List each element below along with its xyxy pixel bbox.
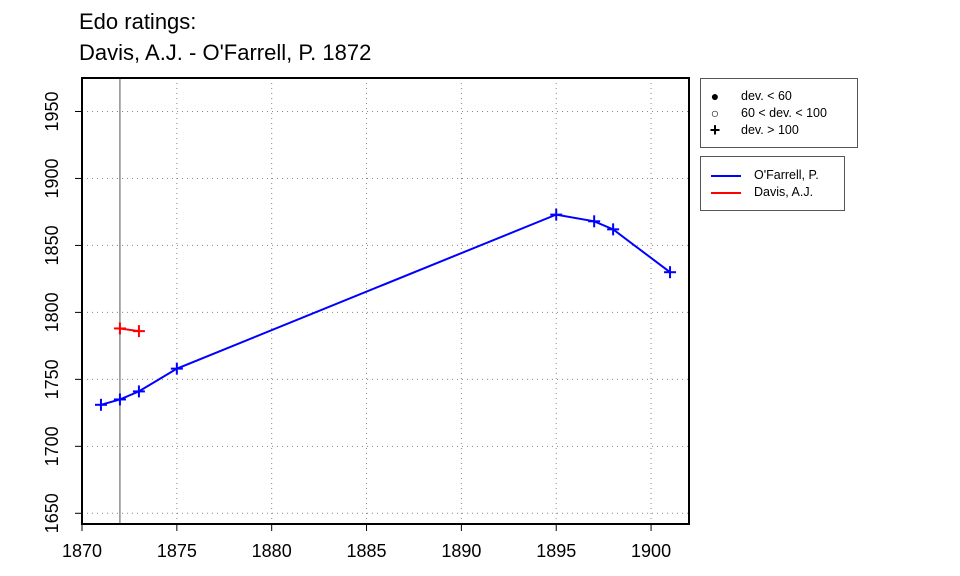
data-point-0-2	[132, 385, 145, 398]
y-tick-label-1700: 1700	[42, 426, 62, 466]
x-tick-label-1885: 1885	[347, 541, 387, 561]
x-tick-label-1890: 1890	[441, 541, 481, 561]
y-tick-label-1650: 1650	[42, 493, 62, 533]
line-swatch-icon	[711, 192, 741, 194]
chart-title-line-1: Edo ratings:	[79, 9, 197, 34]
plus-icon: +	[709, 120, 721, 140]
data-point-0-6	[607, 223, 620, 236]
y-tick-label-1750: 1750	[42, 359, 62, 399]
data-point-0-4	[550, 208, 563, 221]
filled-circle-icon: ●	[710, 88, 720, 104]
deviation-legend-label: dev. < 60	[741, 89, 792, 103]
series-line-0	[100, 213, 671, 406]
x-tick-label-1880: 1880	[252, 541, 292, 561]
player-legend-label: Davis, A.J.	[754, 185, 814, 199]
plot-frame	[81, 77, 690, 525]
y-tick-label-1850: 1850	[42, 225, 62, 265]
data-point-1-0	[113, 322, 126, 335]
line-swatch-icon	[711, 175, 741, 177]
players-legend: O'Farrell, P. Davis, A.J.	[700, 156, 845, 211]
data-point-1-1	[132, 325, 145, 338]
data-point-0-0	[94, 398, 107, 411]
player-legend-label: O'Farrell, P.	[754, 168, 819, 182]
open-circle-icon: ○	[710, 105, 720, 121]
x-tick-label-1895: 1895	[536, 541, 576, 561]
y-tick-label-1800: 1800	[42, 292, 62, 332]
data-point-0-7	[664, 266, 677, 279]
y-tick-label-1950: 1950	[42, 91, 62, 131]
axes: 1870 1875 1880 1885 1890 1895 1900 1650 1700 1750…	[42, 91, 671, 561]
deviation-legend-label: dev. > 100	[741, 123, 799, 137]
data-point-0-5	[588, 215, 601, 228]
data-point-0-1	[113, 393, 126, 406]
x-tick-label-1875: 1875	[157, 541, 197, 561]
chart-title-line-2: Davis, A.J. - O'Farrell, P. 1872	[79, 40, 372, 65]
x-tick-label-1870: 1870	[62, 541, 102, 561]
grid-lines	[82, 78, 689, 524]
deviation-legend: ● dev. < 60 ○ 60 < dev. < 100 + dev. > 100	[700, 78, 858, 148]
y-tick-label-1900: 1900	[42, 158, 62, 198]
x-tick-label-1900: 1900	[631, 541, 671, 561]
data-series	[94, 208, 677, 411]
data-point-0-3	[170, 362, 183, 375]
deviation-legend-label: 60 < dev. < 100	[741, 106, 827, 120]
